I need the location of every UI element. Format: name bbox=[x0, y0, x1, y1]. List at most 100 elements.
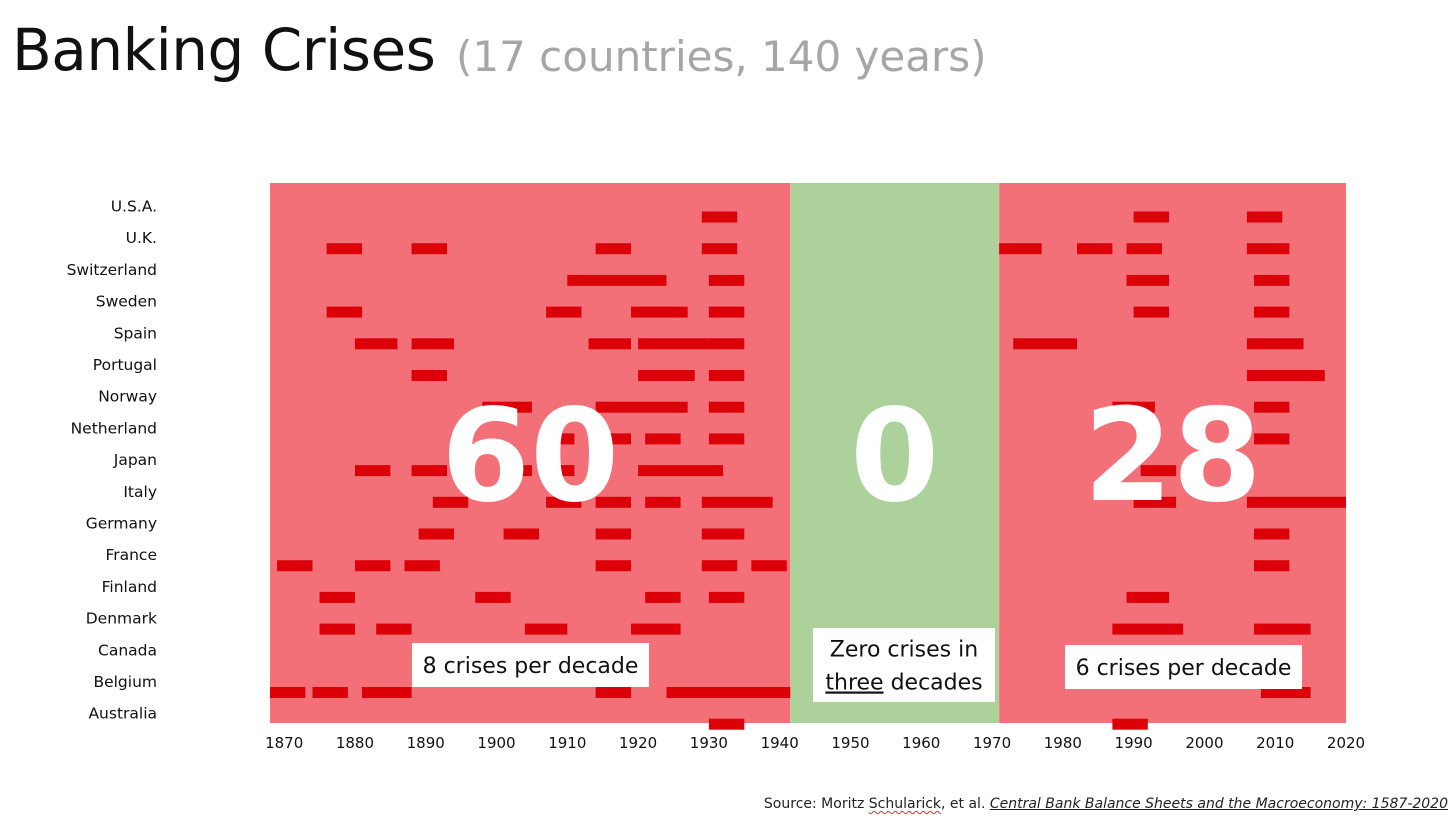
crisis-bar-netherland bbox=[708, 433, 745, 445]
crisis-bar-japan bbox=[546, 465, 575, 477]
crisis-bar-switzerland bbox=[1126, 274, 1170, 286]
crisis-bar-denmark bbox=[1112, 623, 1184, 635]
source-author: Schularick bbox=[868, 796, 942, 812]
source-citation: Source: Moritz Schularick, et al. Centra… bbox=[764, 796, 1448, 812]
x-tick-label: 2020 bbox=[1327, 734, 1365, 752]
crisis-bar-norway bbox=[708, 401, 745, 413]
country-label-norway: Norway bbox=[98, 388, 157, 406]
country-label-italy: Italy bbox=[123, 483, 157, 501]
source-publication-link[interactable]: Central Bank Balance Sheets and the Macr… bbox=[989, 796, 1448, 812]
crisis-bar-denmark bbox=[631, 623, 681, 635]
x-tick-label: 1900 bbox=[477, 734, 515, 752]
crisis-bar-sweden bbox=[708, 306, 745, 318]
country-label-sweden: Sweden bbox=[96, 293, 157, 311]
x-tick-label: 1950 bbox=[831, 734, 869, 752]
crisis-bar-denmark bbox=[1253, 623, 1311, 635]
crisis-bar-portugal bbox=[708, 370, 745, 381]
crisis-bar-portugal bbox=[1246, 370, 1325, 381]
country-label-switzerland: Switzerland bbox=[67, 261, 157, 279]
crisis-bar-france bbox=[1253, 560, 1290, 572]
chart-subtitle: (17 countries, 140 years) bbox=[456, 32, 987, 81]
country-label-canada: Canada bbox=[98, 641, 157, 659]
x-tick-label: 1880 bbox=[336, 734, 374, 752]
crisis-bar-germany bbox=[701, 528, 745, 540]
country-label-australia: Australia bbox=[88, 705, 157, 723]
country-label-japan: Japan bbox=[113, 451, 157, 469]
annotation-underlined-word: three bbox=[825, 671, 883, 696]
annotation-text: three decades bbox=[825, 671, 982, 696]
crisis-bar-u-k bbox=[411, 243, 447, 255]
country-label-netherland: Netherland bbox=[71, 419, 157, 437]
crisis-bar-u-s-a bbox=[1246, 211, 1283, 223]
crisis-bar-u-k bbox=[326, 243, 363, 255]
annotation-text: Zero crises in bbox=[830, 638, 978, 663]
x-tick-label: 1940 bbox=[761, 734, 799, 752]
crisis-bar-italy bbox=[546, 496, 582, 508]
annotation-text: 6 crises per decade bbox=[1076, 656, 1292, 681]
crisis-bar-norway bbox=[595, 401, 688, 413]
crisis-bar-u-k bbox=[1126, 243, 1162, 255]
crisis-bar-spain bbox=[708, 338, 745, 350]
x-tick-label: 1980 bbox=[1044, 734, 1082, 752]
crisis-bar-germany bbox=[595, 528, 632, 540]
crisis-bar-belgium bbox=[666, 687, 791, 698]
country-label-germany: Germany bbox=[86, 515, 157, 533]
source-prefix: Source: Moritz bbox=[763, 796, 869, 812]
period-total-2: 28 bbox=[1084, 382, 1262, 531]
country-label-denmark: Denmark bbox=[86, 610, 157, 628]
crisis-bar-sweden bbox=[1253, 306, 1290, 318]
crisis-bar-finland bbox=[475, 591, 511, 603]
crisis-bar-u-k bbox=[595, 243, 632, 255]
crisis-bar-denmark bbox=[319, 623, 355, 635]
x-tick-label: 1890 bbox=[407, 734, 445, 752]
crisis-bar-netherland bbox=[645, 433, 681, 445]
x-tick-label: 1870 bbox=[265, 734, 303, 752]
crisis-bar-norway bbox=[1253, 401, 1290, 413]
crisis-bar-portugal bbox=[411, 370, 447, 381]
crisis-bar-france bbox=[701, 560, 738, 572]
crisis-bar-u-k bbox=[701, 243, 738, 255]
x-tick-label: 1960 bbox=[902, 734, 940, 752]
crisis-bar-u-s-a bbox=[701, 211, 738, 223]
crisis-bar-belgium bbox=[595, 687, 632, 698]
crisis-bar-italy bbox=[645, 496, 681, 508]
country-label-finland: Finland bbox=[102, 578, 157, 596]
crisis-bar-belgium bbox=[270, 687, 306, 698]
crisis-bar-finland bbox=[1126, 591, 1170, 603]
crisis-bar-japan bbox=[638, 465, 724, 477]
crisis-bar-spain bbox=[1246, 338, 1304, 350]
x-tick-label: 1910 bbox=[548, 734, 586, 752]
crisis-bar-sweden bbox=[1133, 306, 1170, 318]
annotation-text-rest: decades bbox=[884, 671, 983, 696]
crisis-bar-japan bbox=[1140, 465, 1177, 477]
crisis-bar-italy bbox=[1133, 496, 1177, 508]
crisis-bar-spain bbox=[354, 338, 398, 350]
crisis-bar-italy bbox=[595, 496, 632, 508]
annotation-box-1 bbox=[813, 628, 995, 702]
crisis-bar-sweden bbox=[326, 306, 363, 318]
crisis-bar-belgium bbox=[1261, 687, 1311, 698]
country-label-france: France bbox=[105, 546, 157, 564]
crisis-bar-u-s-a bbox=[1133, 211, 1170, 223]
country-label-belgium: Belgium bbox=[93, 673, 157, 691]
crisis-bar-spain bbox=[411, 338, 455, 350]
annotation-box-2 bbox=[1065, 645, 1302, 689]
crisis-bar-germany bbox=[418, 528, 455, 540]
x-tick-label: 1920 bbox=[619, 734, 657, 752]
crisis-bar-finland bbox=[319, 591, 355, 603]
crisis-bar-france bbox=[404, 560, 440, 572]
x-tick-label: 1930 bbox=[690, 734, 728, 752]
crisis-bar-finland bbox=[708, 591, 745, 603]
crisis-bar-belgium bbox=[312, 687, 348, 698]
crisis-bar-france bbox=[277, 560, 313, 572]
chart-title: Banking Crises bbox=[12, 16, 436, 84]
crisis-bar-denmark bbox=[376, 623, 412, 635]
crisis-bar-finland bbox=[645, 591, 681, 603]
crisis-bar-sweden bbox=[546, 306, 582, 318]
crisis-bar-japan bbox=[411, 465, 447, 477]
crisis-bar-belgium bbox=[362, 687, 412, 698]
crisis-bar-germany bbox=[503, 528, 539, 540]
crisis-bar-switzerland bbox=[567, 274, 667, 286]
crisis-bar-u-k bbox=[1077, 243, 1113, 255]
